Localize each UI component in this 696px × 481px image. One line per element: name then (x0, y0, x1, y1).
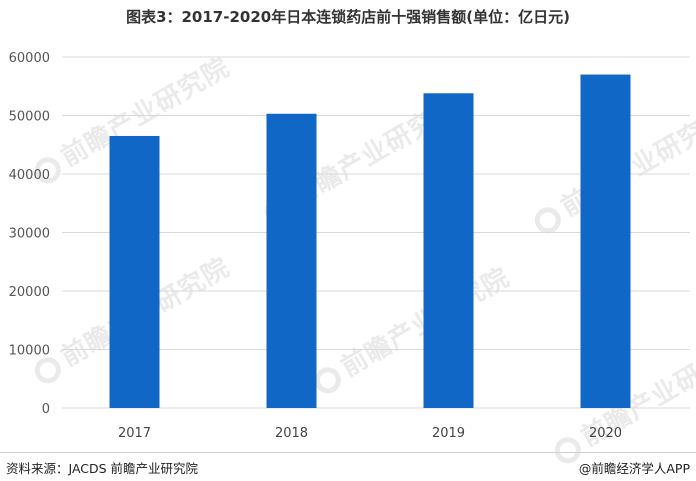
chart-title: 图表3：2017-2020年日本连锁药店前十强销售额(单位：亿日元) (126, 8, 570, 26)
y-tick-label: 20000 (9, 285, 50, 300)
footer: 资料来源：JACDS 前瞻产业研究院 @前瞻经济学人APP (0, 452, 696, 481)
y-tick-label: 10000 (9, 344, 50, 359)
credit-note: @前瞻经济学人APP (578, 461, 690, 476)
x-tick-label: 2020 (589, 426, 622, 441)
y-tick-label: 30000 (9, 227, 50, 242)
x-tick-label: 2017 (118, 426, 151, 441)
x-tick-label: 2018 (275, 426, 308, 441)
bar (266, 113, 317, 409)
y-tick-label: 50000 (9, 110, 50, 125)
y-tick-label: 60000 (9, 51, 50, 66)
y-tick-label: 0 (42, 402, 50, 417)
bar-chart: 0 10000 20000 30000 40000 50000 60000 2017 2018 2… (9, 51, 690, 441)
bar (580, 74, 631, 409)
source-note: 资料来源：JACDS 前瞻产业研究院 (6, 461, 199, 476)
y-tick-label: 40000 (9, 168, 50, 183)
bar (109, 135, 160, 408)
bar (423, 93, 474, 409)
x-tick-label: 2019 (432, 426, 465, 441)
